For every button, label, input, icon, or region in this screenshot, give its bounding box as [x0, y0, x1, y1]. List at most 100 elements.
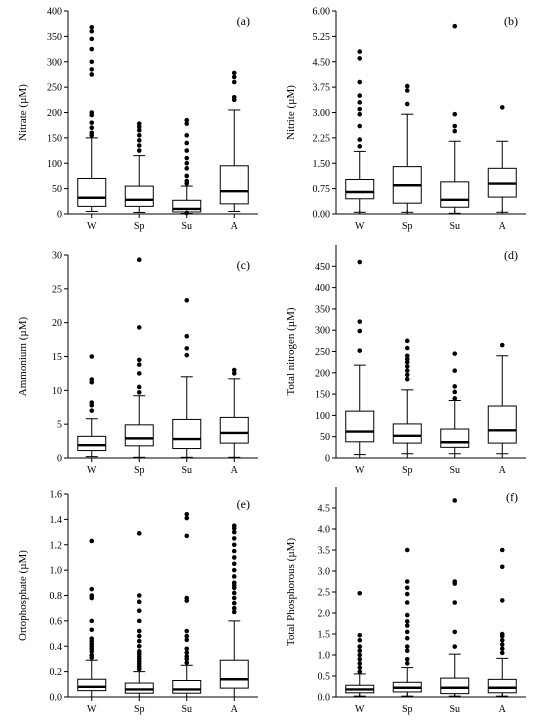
outlier-point [89, 377, 95, 382]
outlier-point [499, 105, 505, 110]
outlier-point [357, 661, 363, 666]
outlier-point [184, 352, 190, 358]
y-tick-label: 6.00 [313, 7, 331, 18]
y-tick-label: 5.25 [313, 32, 331, 43]
panel-d: 0 50 100 150 200 250 300 350 400 450 Total nitroge… [285, 245, 526, 476]
x-tick-label: Sp [402, 465, 413, 476]
outlier-point [136, 649, 142, 654]
y-tick-label: 150 [47, 133, 62, 144]
outlier-point [89, 46, 95, 52]
outlier-point [499, 631, 505, 637]
outlier-point [89, 593, 95, 598]
outlier-point [136, 618, 142, 624]
outlier-point [357, 123, 363, 129]
outlier-point [231, 74, 237, 80]
outlier-point [184, 210, 190, 216]
outlier-point [231, 574, 237, 579]
outlier-point [357, 652, 363, 658]
outlier-point [357, 665, 363, 670]
outlier-point [136, 633, 142, 639]
outlier-point [136, 148, 142, 153]
y-tick-label: 0.6 [50, 616, 63, 627]
y-tick-label: 20 [52, 318, 62, 329]
outlier-point [357, 79, 363, 85]
box-W [345, 590, 375, 697]
outlier-point [136, 127, 142, 133]
y-tick-label: 150 [315, 390, 330, 401]
outlier-point [404, 345, 410, 351]
outlier-point [499, 598, 505, 603]
iqr-box [345, 178, 375, 200]
panel-tag: (c) [237, 258, 250, 272]
outlier-point [89, 618, 95, 624]
iqr-box [487, 405, 517, 444]
iqr-box [77, 435, 107, 452]
y-tick-label: 0.0 [318, 693, 331, 704]
outlier-point [184, 660, 190, 666]
y-axis-title: Ammonium (µM) [17, 316, 29, 396]
y-tick-label: 400 [315, 283, 330, 294]
outlier-point [136, 608, 142, 614]
y-tick-label: 4.5 [318, 504, 331, 515]
outlier-point [231, 590, 237, 596]
box-A [219, 70, 249, 212]
outlier-point [499, 642, 505, 647]
x-tick-label: A [499, 704, 507, 715]
y-tick-label: 100 [47, 159, 62, 170]
outlier-point [231, 580, 237, 586]
outlier-point [89, 120, 95, 125]
outlier-point [404, 372, 410, 378]
x-tick-label: Su [449, 221, 460, 232]
panel-a: 0 50 100 150 200 250 300 350 400 Nitrate (µM) (a) W… [17, 7, 258, 232]
outlier-point [184, 533, 190, 539]
iqr-box [172, 199, 202, 213]
outlier-point [89, 627, 95, 633]
outlier-point [499, 646, 505, 651]
x-tick-label: Sp [134, 704, 145, 715]
outlier-point [89, 59, 95, 65]
outlier-point [184, 155, 190, 161]
outlier-point [136, 325, 142, 330]
y-tick-label: 3.5 [318, 546, 331, 557]
outlier-point [89, 408, 95, 413]
iqr-box [77, 177, 107, 207]
outlier-point [231, 595, 237, 601]
outlier-point [231, 548, 237, 554]
outlier-point [184, 166, 190, 171]
x-tick-label: Su [181, 221, 192, 232]
y-tick-label: 0 [325, 454, 330, 465]
y-tick-label: 200 [315, 368, 330, 379]
box-Su [440, 23, 470, 214]
y-tick-label: 3.75 [313, 83, 331, 94]
outlier-point [231, 94, 237, 100]
box-A [487, 547, 517, 697]
outlier-point [136, 599, 142, 605]
outlier-point [231, 609, 237, 615]
outlier-point [404, 644, 410, 649]
outlier-point [231, 523, 237, 529]
outlier-point [184, 650, 190, 655]
outlier-point [357, 259, 363, 265]
outlier-point [452, 396, 458, 401]
outlier-point [231, 567, 237, 573]
box-Su [440, 351, 470, 455]
outlier-point [184, 140, 190, 146]
outlier-point [499, 638, 505, 643]
x-tick-label: A [499, 465, 507, 476]
y-tick-label: 450 [315, 262, 330, 273]
outlier-point [231, 555, 237, 560]
outlier-point [184, 298, 190, 303]
outlier-point [184, 160, 190, 166]
outlier-point [184, 595, 190, 601]
box-Sp [124, 531, 154, 698]
outlier-point [89, 24, 95, 30]
outlier-point [452, 644, 458, 649]
outlier-point [357, 328, 363, 334]
iqr-box [440, 677, 470, 695]
box-Sp [392, 547, 422, 697]
box-Su [172, 298, 202, 458]
outlier-point [231, 79, 237, 85]
outlier-point [452, 123, 458, 129]
iqr-box [172, 680, 202, 694]
